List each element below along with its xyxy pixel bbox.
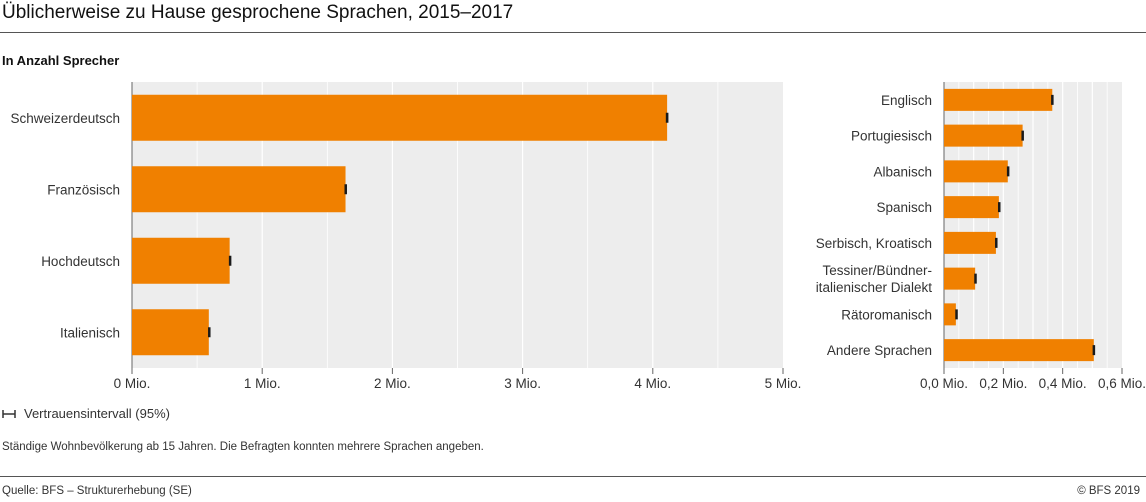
bar	[944, 339, 1094, 362]
bar	[132, 94, 668, 141]
bar	[944, 303, 956, 326]
confidence-interval-icon	[2, 409, 16, 418]
bar	[944, 196, 999, 219]
error-bar	[344, 184, 347, 195]
error-bar	[228, 255, 232, 266]
category-label: Albanisch	[873, 164, 932, 179]
bar	[944, 267, 976, 290]
error-bar	[1092, 345, 1096, 356]
error-bar	[1006, 166, 1010, 177]
category-label: Schweizerdeutsch	[10, 111, 120, 126]
x-tick-label: 0,0 Mio.	[920, 376, 968, 391]
source: Quelle: BFS – Strukturerhebung (SE)	[2, 485, 192, 497]
copyright: © BFS 2019	[1077, 485, 1140, 497]
error-bar	[665, 112, 669, 123]
error-bar	[995, 237, 998, 248]
error-bar	[955, 309, 958, 320]
error-bar	[997, 202, 1001, 213]
footnote: Ständige Wohnbevölkerung ab 15 Jahren. D…	[2, 441, 484, 453]
category-label: Italienisch	[60, 325, 120, 340]
category-label: Tessiner/Bündner-italienischer Dialekt	[816, 263, 933, 295]
legend-label: Vertrauensintervall (95%)	[24, 406, 170, 421]
x-tick-label: 2 Mio.	[374, 376, 411, 391]
bar	[944, 88, 1053, 111]
legend: Vertrauensintervall (95%)	[2, 406, 170, 421]
bar	[132, 309, 209, 356]
bar	[132, 166, 346, 213]
category-label: Englisch	[881, 93, 932, 108]
error-bar	[974, 273, 977, 284]
bar	[944, 231, 996, 254]
bar	[132, 237, 230, 284]
chart-subtitle: In Anzahl Sprecher	[2, 53, 120, 68]
bar-charts: 0 Mio. 1 Mio. 2 Mio. 3 Mio. 4 Mio. 5 Mio. Schw…	[10, 82, 1146, 391]
bar	[944, 124, 1023, 147]
x-tick-label: 0 Mio.	[114, 376, 151, 391]
error-bar	[1051, 94, 1054, 105]
error-bar	[1021, 130, 1024, 141]
title-divider	[0, 32, 1146, 33]
x-tick-label: 4 Mio.	[634, 376, 671, 391]
chart-title: Üblicherweise zu Hause gesprochene Sprac…	[2, 2, 514, 23]
bar	[944, 160, 1008, 183]
error-bar	[208, 327, 211, 338]
footer-divider	[0, 476, 1146, 477]
category-label: Andere Sprachen	[827, 343, 932, 358]
category-label: Französisch	[47, 182, 120, 197]
x-tick-label: 1 Mio.	[244, 376, 281, 391]
x-tick-label: 0,6 Mio.	[1098, 376, 1146, 391]
x-tick-label: 5 Mio.	[765, 376, 802, 391]
category-label: Portugiesisch	[851, 129, 932, 144]
category-label: Rätoromanisch	[841, 307, 932, 322]
category-label: Spanisch	[876, 200, 932, 215]
x-tick-label: 3 Mio.	[504, 376, 541, 391]
x-tick-label: 0,2 Mio.	[979, 376, 1027, 391]
category-label: Hochdeutsch	[41, 254, 120, 269]
x-tick-label: 0,4 Mio.	[1039, 376, 1087, 391]
category-label: Serbisch, Kroatisch	[816, 236, 932, 251]
